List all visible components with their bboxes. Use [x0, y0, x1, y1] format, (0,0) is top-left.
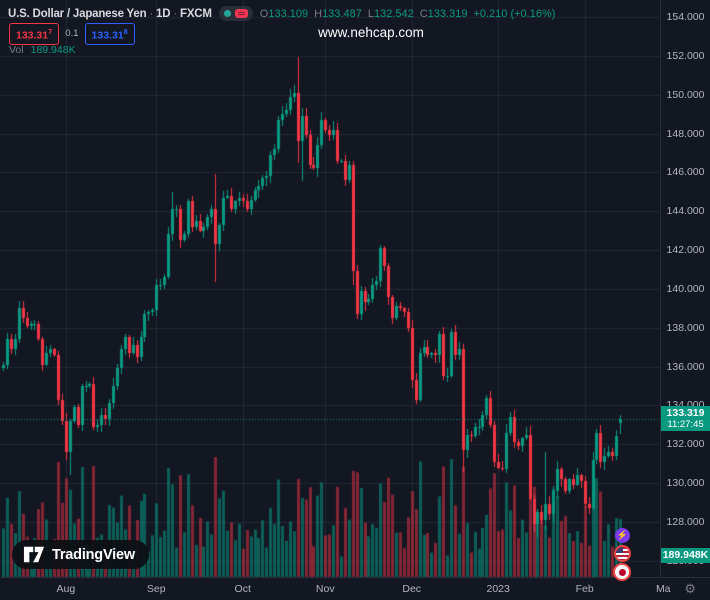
streams-lightning-icon[interactable]: ⚡ — [615, 528, 630, 543]
time-axis-label: Dec — [402, 583, 422, 595]
buy-price-button[interactable]: 133.318 — [84, 23, 135, 45]
time-axis-label: 2023 — [486, 583, 510, 595]
price-axis[interactable]: 126.000128.000130.000132.000134.000136.0… — [660, 0, 710, 578]
open-value: 133.109 — [268, 7, 309, 20]
price-axis-label: 152.000 — [666, 49, 705, 62]
gear-icon[interactable]: ⚙ — [684, 581, 696, 596]
market-status-pill[interactable] — [218, 6, 253, 21]
price-axis-label: 130.000 — [666, 477, 705, 490]
price-axis-label: 150.000 — [666, 88, 705, 101]
time-axis-label: Nov — [315, 583, 335, 595]
low-value: 132.542 — [373, 7, 414, 20]
high-value: 133.487 — [322, 7, 362, 20]
jp-flag-event-icon[interactable] — [613, 563, 631, 581]
time-axis[interactable]: ⚙ Aug Sep Oct Nov Dec 2023 Feb Ma — [0, 577, 710, 600]
tradingview-logo-text: TradingView — [52, 546, 135, 563]
jp-flag-sun — [618, 568, 626, 576]
time-axis-label: Ma — [655, 583, 671, 595]
symbol-title[interactable]: U.S. Dollar / Japanese Yen · 1D · FXCM — [8, 7, 212, 20]
time-axis-label: Aug — [56, 583, 76, 595]
close-value: 133.319 — [427, 7, 468, 20]
volume-value: 189.948K — [30, 44, 76, 56]
volume-label: Vol — [9, 44, 24, 56]
tradingview-mark-icon — [23, 546, 45, 563]
volume-badge: 189.948K — [661, 548, 710, 563]
us-flag-canton — [616, 547, 623, 553]
separator: · — [149, 7, 154, 20]
spread-value: 0.1 — [65, 28, 79, 40]
bar-countdown: 11:27:45 — [667, 419, 704, 430]
last-price-badge: 133.319 11:27:45 — [661, 406, 710, 431]
price-axis-label: 154.000 — [666, 10, 705, 23]
price-axis-label: 140.000 — [666, 282, 705, 295]
sell-price-button[interactable]: 133.317 — [9, 23, 60, 45]
price-axis-label: 144.000 — [666, 205, 705, 218]
price-axis-label: 146.000 — [666, 166, 705, 179]
price-axis-label: 136.000 — [666, 360, 705, 373]
price-axis-label: 132.000 — [666, 438, 705, 451]
market-open-dot-icon — [223, 10, 231, 17]
time-axis-label: Feb — [575, 583, 594, 595]
symbol-legend: U.S. Dollar / Japanese Yen · 1D · FXCM O… — [8, 6, 555, 21]
price-axis-label: 128.000 — [666, 515, 705, 528]
price-axis-label: 142.000 — [666, 244, 705, 257]
bid-ask-row: 133.317 0.1 133.318 — [9, 23, 135, 45]
tradingview-logo[interactable]: TradingView — [12, 540, 149, 569]
separator: · — [173, 7, 177, 20]
ohlc-legend: O133.109 H133.487 L132.542 C133.319 +0.2… — [259, 7, 556, 20]
us-flag-event-icon[interactable] — [614, 545, 631, 562]
time-axis-label: Sep — [146, 583, 166, 595]
interval-label[interactable]: 1D — [156, 7, 171, 20]
notifications-icon — [234, 9, 248, 18]
price-axis-label: 148.000 — [666, 127, 705, 140]
volume-legend: Vol 189.948K — [9, 44, 76, 56]
watermark-text: www.nehcap.com — [318, 25, 424, 40]
price-axis-label: 138.000 — [666, 321, 705, 334]
exchange-label: FXCM — [180, 7, 212, 20]
change-value: +0.210 (+0.16%) — [473, 7, 556, 20]
time-axis-label: Oct — [234, 583, 251, 595]
last-price-value: 133.319 — [666, 407, 705, 419]
